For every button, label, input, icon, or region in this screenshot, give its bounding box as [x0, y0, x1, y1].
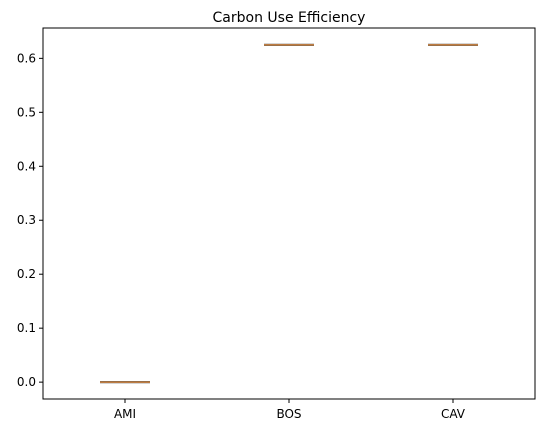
y-tick-label: 0.0	[17, 375, 36, 389]
x-tick-label: BOS	[276, 407, 301, 421]
chart-title: Carbon Use Efficiency	[213, 10, 366, 26]
boxes	[100, 43, 478, 384]
y-axis: 0.0 0.1 0.2 0.3 0.4 0.5 0.6	[17, 51, 43, 389]
y-tick-label: 0.2	[17, 267, 36, 281]
y-tick-label: 0.6	[17, 51, 36, 65]
y-tick-label: 0.3	[17, 213, 36, 227]
y-tick-label: 0.4	[17, 159, 36, 173]
y-tick-label: 0.5	[17, 105, 36, 119]
y-tick-label: 0.1	[17, 321, 36, 335]
x-tick-label: AMI	[114, 407, 136, 421]
x-axis: AMI BOS CAV	[114, 399, 466, 421]
x-tick-label: CAV	[441, 407, 466, 421]
plot-frame	[42, 27, 536, 400]
